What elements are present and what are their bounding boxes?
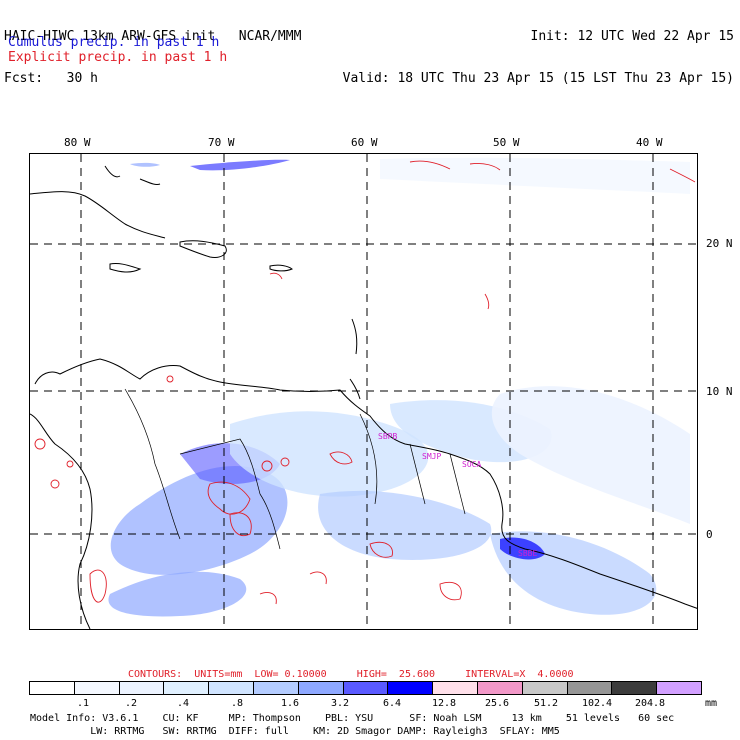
lat-label-eq: 0 — [706, 528, 713, 541]
forecast-hour: Fcst: 30 h — [4, 71, 98, 86]
lon-label-40w: 40 W — [636, 136, 663, 149]
model-info-line1: Model Info: V3.6.1 CU: KF MP: Thompson P… — [30, 713, 675, 724]
colorbar-tick: 102.4 — [581, 698, 613, 709]
cumulus-precip-areas — [108, 157, 690, 617]
colorbar-cell — [164, 682, 210, 694]
map-canvas: SBPB SMJP SOCA SBBE — [30, 154, 697, 629]
colorbar-cell — [657, 682, 701, 694]
colorbar-tick: 51.2 — [533, 698, 559, 709]
colorbar-tick: 204.8 — [634, 698, 666, 709]
valid-time: Valid: 18 UTC Thu 23 Apr 15 (15 LST Thu … — [342, 71, 734, 86]
station-label-soca: SOCA — [462, 460, 481, 469]
colorbar-tick: 1.6 — [280, 698, 300, 709]
colorbar-cell — [433, 682, 478, 694]
grid-lines — [30, 154, 697, 629]
colorbar-cell — [567, 682, 613, 694]
lon-label-60w: 60 W — [351, 136, 378, 149]
colorbar-cell — [253, 682, 299, 694]
cumulus-legend: Cumulus precip. in past 1 h — [8, 35, 220, 50]
colorbar-tick: 3.2 — [330, 698, 350, 709]
colorbar-tick: 25.6 — [484, 698, 510, 709]
colorbar-cell — [74, 682, 120, 694]
colorbar-unit: mm — [705, 698, 718, 709]
colorbar-cell — [298, 682, 344, 694]
lon-label-80w: 80 W — [64, 136, 91, 149]
coastlines — [30, 165, 697, 629]
station-label-smjp: SMJP — [422, 452, 441, 461]
explicit-legend: Explicit precip. in past 1 h — [8, 50, 228, 65]
country-borders — [124, 388, 466, 550]
colorbar-tick: 12.8 — [431, 698, 457, 709]
model-title: HAIC-HIWC 13km ARW-GFS init NCAR/MMM — [4, 29, 302, 44]
init-time: Init: 12 UTC Wed 22 Apr 15 — [530, 29, 735, 44]
colorbar-cell — [343, 682, 389, 694]
precip-map[interactable]: SBPB SMJP SOCA SBBE — [29, 153, 698, 630]
colorbar-tick: 6.4 — [382, 698, 402, 709]
header-left: HAIC-HIWC 13km ARW-GFS init NCAR/MMM Fcs… — [4, 2, 301, 100]
colorbar-cell — [209, 682, 254, 694]
station-label-sbbe: SBBE — [518, 549, 537, 558]
colorbar-cell — [477, 682, 523, 694]
explicit-precip-contours — [34, 160, 696, 605]
contour-info: CONTOURS: UNITS=mm LOW= 0.10000 HIGH= 25… — [128, 669, 574, 680]
colorbar-cell — [30, 682, 75, 694]
station-label-sbpb: SBPB — [378, 432, 397, 441]
lat-label-10n: 10 N — [706, 385, 733, 398]
lat-label-20n: 20 N — [706, 237, 733, 250]
colorbar-tick: .4 — [176, 698, 190, 709]
colorbar-cell — [119, 682, 165, 694]
lon-label-50w: 50 W — [493, 136, 520, 149]
colorbar-tick: .1 — [76, 698, 90, 709]
colorbar-cell — [612, 682, 658, 694]
lon-label-70w: 70 W — [208, 136, 235, 149]
colorbar-cell — [388, 682, 434, 694]
model-info-line2: LW: RRTMG SW: RRTMG DIFF: full KM: 2D Sm… — [30, 726, 560, 737]
header-right: Init: 12 UTC Wed 22 Apr 15 Valid: 18 UTC… — [343, 2, 734, 100]
colorbar-tick: .8 — [230, 698, 244, 709]
colorbar-tick: .2 — [124, 698, 138, 709]
colorbar-cell — [522, 682, 568, 694]
colorbar — [29, 681, 702, 695]
